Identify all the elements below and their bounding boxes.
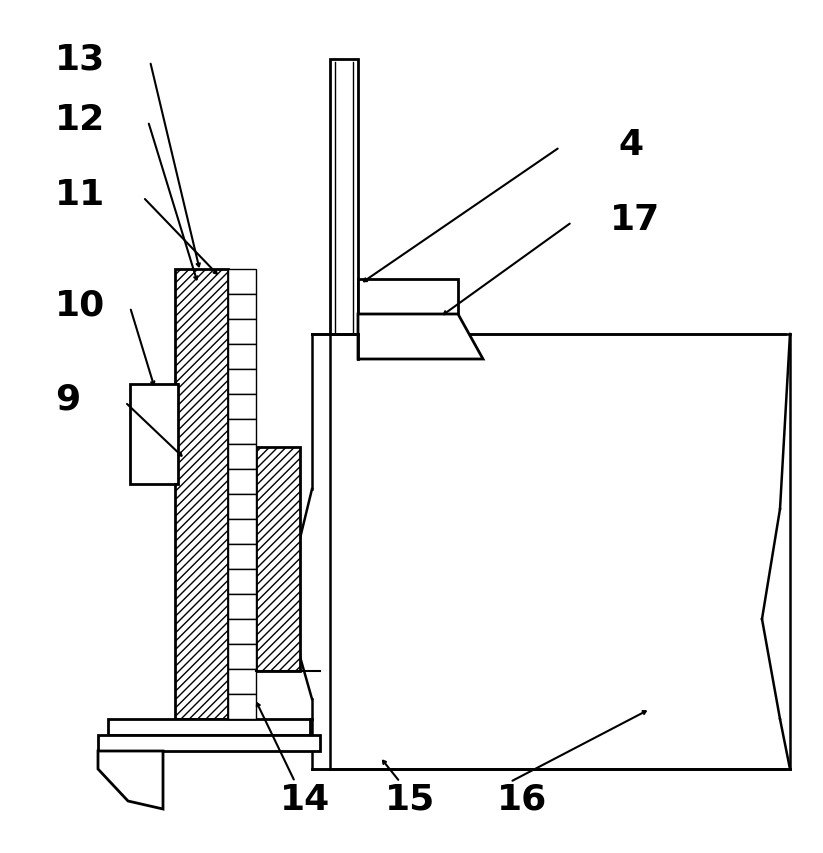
Bar	[228, 469, 256, 495]
Bar	[228, 345, 256, 369]
Bar	[228, 644, 256, 670]
Bar	[175, 270, 228, 719]
Text: 16: 16	[497, 782, 547, 816]
Bar	[108, 719, 310, 735]
Bar	[228, 395, 256, 420]
Bar	[98, 735, 320, 751]
Text: 4: 4	[618, 128, 643, 162]
Bar	[256, 448, 300, 671]
Bar	[330, 60, 358, 334]
Bar	[358, 280, 458, 315]
Bar	[228, 670, 256, 694]
Text: 15: 15	[385, 782, 435, 816]
Text: 17: 17	[610, 203, 660, 237]
Bar	[228, 544, 256, 569]
Bar	[228, 294, 256, 320]
Text: 11: 11	[55, 177, 105, 212]
Bar	[228, 495, 256, 519]
Text: 12: 12	[55, 103, 105, 136]
Polygon shape	[98, 751, 163, 809]
Text: 9: 9	[55, 382, 81, 416]
Bar	[228, 444, 256, 469]
Bar	[228, 420, 256, 444]
Bar	[228, 519, 256, 544]
Polygon shape	[358, 315, 483, 360]
Bar	[228, 270, 256, 294]
Text: 13: 13	[55, 43, 105, 77]
Bar	[228, 694, 256, 719]
Bar	[228, 320, 256, 345]
Bar	[228, 569, 256, 595]
Bar	[228, 369, 256, 395]
Text: 14: 14	[280, 782, 330, 816]
Text: 10: 10	[55, 287, 105, 322]
Bar	[228, 595, 256, 619]
Bar	[130, 385, 178, 485]
Bar	[228, 619, 256, 644]
